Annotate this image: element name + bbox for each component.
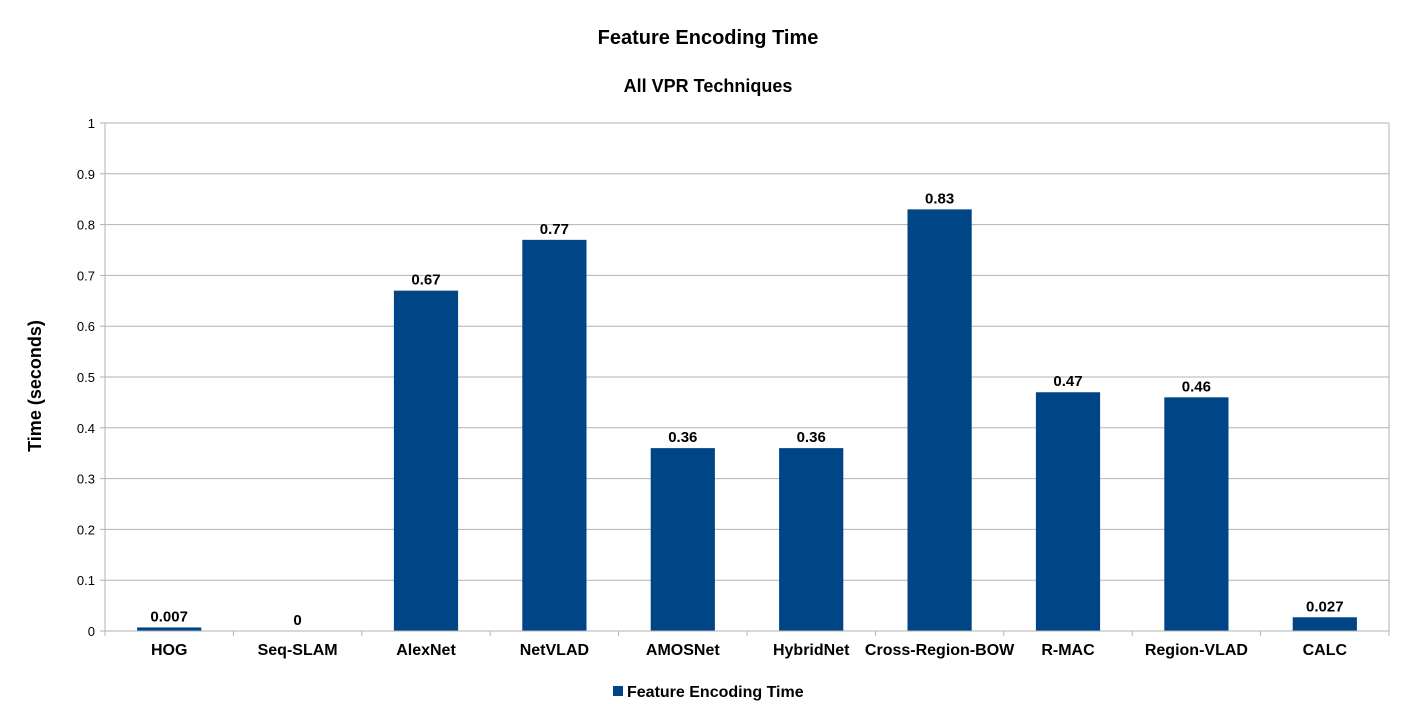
y-tick-label: 0.5 (77, 370, 95, 385)
bar (1164, 397, 1229, 631)
y-tick-label: 0.8 (77, 218, 95, 233)
data-label: 0.36 (668, 429, 697, 446)
data-label: 0.007 (150, 608, 188, 625)
data-label: 0.67 (411, 272, 440, 289)
y-tick-label: 1 (88, 116, 95, 131)
y-tick-label: 0 (88, 624, 95, 639)
bar-series (137, 209, 1357, 632)
bar (907, 209, 972, 632)
bar (1292, 617, 1357, 631)
data-label: 0.77 (540, 221, 569, 238)
x-axis-ticks: HOG Seq-SLAM AlexNet NetVLAD AMOSNet HybridNe… (151, 642, 1347, 659)
y-tick-label: 0.6 (77, 319, 95, 334)
y-tick-label: 0.7 (77, 268, 95, 283)
axes (104, 123, 1390, 636)
bar (779, 448, 844, 631)
x-tick-label: Seq-SLAM (258, 642, 338, 659)
gridlines (105, 122, 1389, 581)
bar (650, 448, 715, 631)
x-tick-label: AlexNet (396, 642, 456, 659)
data-label: 0.47 (1053, 373, 1082, 390)
y-axis-ticks: 0 0.1 0.2 0.3 0.4 0.5 0.6 0.7 0.8 0.9 1 (77, 116, 105, 639)
x-tick-label: R-MAC (1041, 642, 1095, 659)
x-tick-label: NetVLAD (520, 642, 589, 659)
data-label: 0 (293, 612, 301, 629)
x-tick-label: HOG (151, 642, 187, 659)
y-tick-label: 0.4 (77, 421, 95, 436)
x-tick-label: Region-VLAD (1145, 642, 1248, 659)
data-label: 0.36 (797, 429, 826, 446)
x-tick-label: CALC (1303, 642, 1348, 659)
data-labels: 0.007 0 0.67 0.77 0.36 0.36 0.83 0.47 0.46 0.027 (150, 190, 1343, 629)
x-tick-label: AMOSNet (646, 642, 720, 659)
y-tick-label: 0.1 (77, 573, 95, 588)
data-label: 0.027 (1306, 598, 1344, 615)
chart-title: Feature Encoding Time (598, 27, 819, 49)
y-tick-label: 0.2 (77, 522, 95, 537)
y-axis-label: Time (seconds) (25, 320, 45, 452)
bar (1035, 392, 1101, 631)
data-label: 0.83 (925, 190, 954, 207)
chart-subtitle: All VPR Techniques (624, 76, 793, 96)
legend: Feature Encoding Time (613, 684, 804, 701)
bar (137, 627, 202, 631)
legend-swatch (613, 686, 623, 696)
y-tick-label: 0.9 (77, 167, 95, 182)
x-tick-label: Cross-Region-BOW (865, 642, 1015, 659)
x-tick-label: HybridNet (773, 642, 850, 659)
y-tick-label: 0.3 (77, 472, 95, 487)
data-label: 0.46 (1182, 378, 1211, 395)
legend-label: Feature Encoding Time (627, 684, 804, 701)
bar (522, 239, 587, 631)
bar (393, 290, 459, 631)
